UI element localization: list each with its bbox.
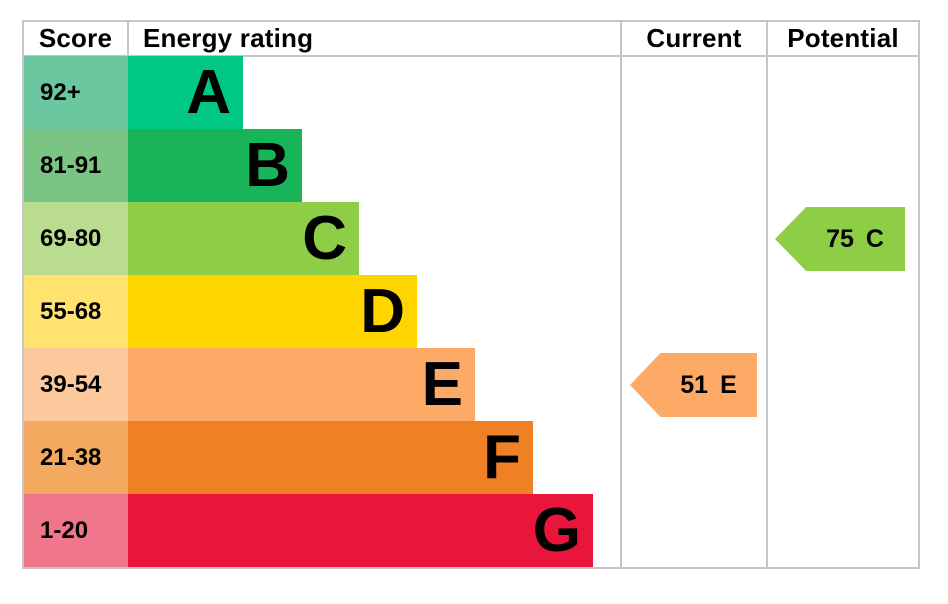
current-rating-value: 51 (680, 370, 709, 399)
score-column-header: Score (38, 23, 113, 53)
band-d-bar: D (128, 275, 417, 348)
band-d-score-range: 55-68 (24, 275, 128, 348)
band-g-score-range: 1-20 (24, 494, 128, 567)
current-rating-letter: E (720, 370, 737, 399)
potential-rating-letter: C (865, 224, 884, 253)
current-rating-arrow: 51 E (630, 353, 757, 417)
chart-table-inner: Score Energy rating Current Potential 92… (24, 22, 918, 567)
band-e-bar: E (128, 348, 475, 421)
band-g-bar: G (128, 494, 593, 567)
current-column-header: Current (646, 23, 742, 53)
band-d-letter: D (360, 276, 405, 346)
band-c-score-range: 69-80 (24, 202, 128, 275)
band-e-score-range: 39-54 (24, 348, 128, 421)
band-f-letter: F (483, 422, 521, 492)
band-a-bar: A (128, 56, 243, 129)
band-b-bar: B (128, 129, 302, 202)
band-row-e: 39-54 E (24, 348, 593, 421)
band-row-a: 92+ A (24, 56, 593, 129)
band-b-letter: B (245, 130, 290, 200)
band-a-letter: A (186, 57, 231, 127)
chart-table-frame: Score Energy rating Current Potential 92… (22, 20, 920, 569)
band-a-score-range: 92+ (24, 56, 128, 129)
potential-rating-arrow: 75 C (775, 207, 905, 271)
band-g-letter: G (532, 495, 581, 565)
band-row-f: 21-38 F (24, 421, 593, 494)
band-rows: 92+ A 81-91 B 69-80 C (24, 56, 593, 567)
band-row-g: 1-20 G (24, 494, 593, 567)
band-row-c: 69-80 C (24, 202, 593, 275)
energy-rating-column-header: Energy rating (143, 23, 314, 53)
current-column-divider (620, 22, 622, 567)
band-e-letter: E (421, 349, 463, 419)
band-row-d: 55-68 D (24, 275, 593, 348)
band-c-letter: C (302, 203, 347, 273)
band-c-bar: C (128, 202, 359, 275)
potential-column-divider (766, 22, 768, 567)
band-row-b: 81-91 B (24, 129, 593, 202)
band-f-bar: F (128, 421, 533, 494)
band-b-score-range: 81-91 (24, 129, 128, 202)
header-divider-line (24, 55, 918, 57)
score-column-divider (127, 22, 129, 56)
potential-rating-value: 75 (826, 224, 854, 253)
potential-column-header: Potential (787, 23, 899, 53)
band-f-score-range: 21-38 (24, 421, 128, 494)
